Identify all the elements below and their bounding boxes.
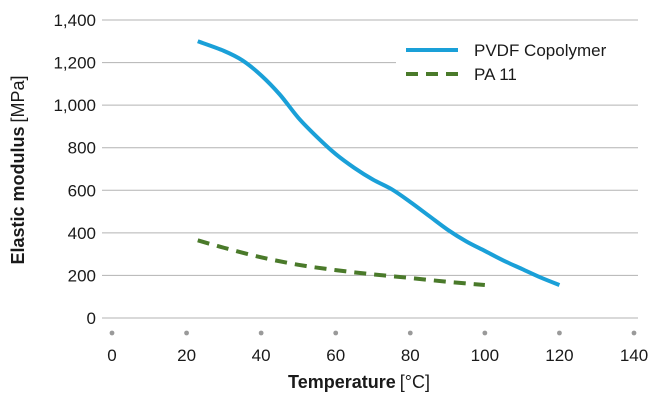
x-tick-dot-140 bbox=[631, 330, 637, 336]
x-tick-dot-60 bbox=[333, 330, 339, 336]
legend-label-pvdf-copolymer: PVDF Copolymer bbox=[474, 41, 607, 60]
y-axis-title-main: Elastic modulus bbox=[8, 126, 28, 264]
x-tick-dot-40 bbox=[258, 330, 264, 336]
x-tick-dot-100 bbox=[482, 330, 488, 336]
y-tick-label: 800 bbox=[68, 139, 96, 158]
series-lines bbox=[197, 39, 561, 287]
x-tick-dot-80 bbox=[407, 330, 413, 336]
x-tick-label: 140 bbox=[620, 346, 648, 365]
y-tick-label: 1,000 bbox=[53, 96, 96, 115]
x-axis-tick-dots bbox=[109, 330, 637, 336]
x-tick-dot-20 bbox=[184, 330, 189, 336]
x-tick-label: 60 bbox=[326, 346, 345, 365]
x-axis-title: Temperature [°C] bbox=[288, 372, 430, 392]
legend-label-pa-11: PA 11 bbox=[474, 65, 517, 84]
x-tick-label: 80 bbox=[401, 346, 420, 365]
series-line-pvdf-copolymer bbox=[197, 39, 561, 287]
y-axis-title: Elastic modulus [MPa] bbox=[8, 75, 28, 264]
y-axis-tick-labels: 0 200 400 600 800 1,000 1,200 1,400 bbox=[53, 11, 96, 328]
legend: PVDF Copolymer PA 11 bbox=[406, 41, 607, 84]
series-line-pa-11 bbox=[197, 238, 486, 287]
x-tick-label: 40 bbox=[252, 346, 271, 365]
y-tick-label: 200 bbox=[68, 266, 96, 285]
y-tick-label: 0 bbox=[87, 309, 96, 328]
y-tick-label: 1,400 bbox=[53, 11, 96, 30]
y-tick-label: 1,200 bbox=[53, 54, 96, 73]
gridlines bbox=[102, 19, 638, 319]
x-tick-dot-0 bbox=[109, 330, 115, 336]
x-axis-title-unit: [°C] bbox=[400, 372, 430, 392]
x-tick-label: 120 bbox=[545, 346, 573, 365]
legend-background bbox=[396, 30, 646, 92]
x-tick-dot-120 bbox=[557, 330, 562, 336]
x-tick-label: 0 bbox=[107, 346, 116, 365]
x-axis-tick-labels: 0 20 40 60 80 100 120 140 bbox=[107, 346, 648, 365]
x-tick-label: 100 bbox=[471, 346, 499, 365]
y-tick-label: 600 bbox=[68, 181, 96, 200]
x-axis-title-main: Temperature bbox=[288, 372, 396, 392]
y-tick-label: 400 bbox=[68, 224, 96, 243]
x-tick-label: 20 bbox=[177, 346, 196, 365]
y-axis-title-unit: [MPa] bbox=[8, 75, 28, 122]
